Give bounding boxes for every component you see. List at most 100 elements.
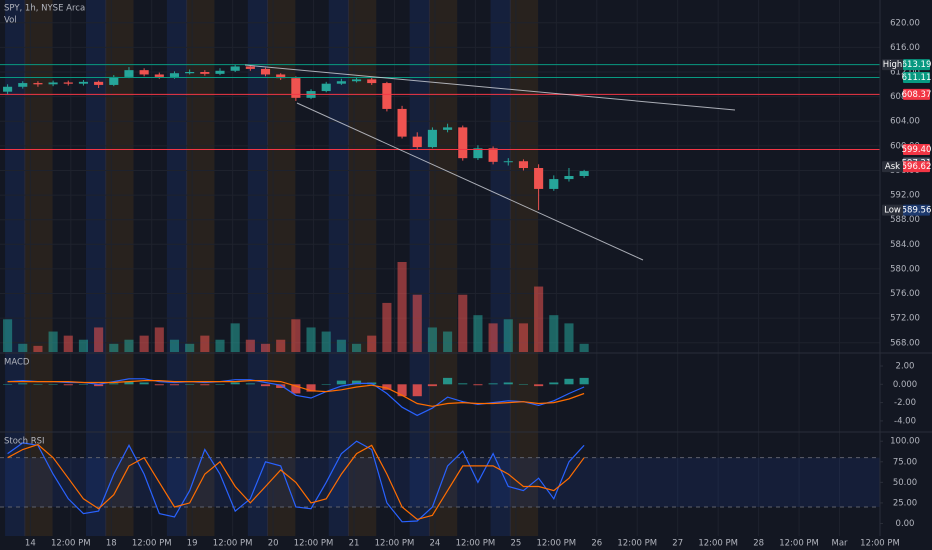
y-tick-label: 620.00	[890, 18, 920, 28]
volume-bar	[18, 343, 28, 352]
macd-histogram-bar	[306, 384, 316, 392]
premarket-band	[267, 0, 296, 536]
candle-body	[564, 176, 574, 180]
price-tag	[903, 144, 930, 156]
volume-bar	[109, 343, 119, 352]
afterhours-band	[328, 0, 349, 536]
macd-histogram-bar	[94, 384, 104, 387]
candle-body	[109, 76, 119, 85]
volume-bar	[260, 343, 271, 352]
premarket-band	[509, 0, 539, 536]
macd-histogram-bar	[124, 381, 134, 385]
y-tick-label: 0.000	[893, 380, 917, 390]
x-tick-label: 12:00 PM	[617, 539, 657, 549]
candle-body	[63, 82, 73, 84]
price-tag-name-box	[882, 59, 903, 71]
macd-histogram-bar	[473, 384, 483, 386]
y-tick-label: 25.00	[893, 498, 917, 508]
volume-bar	[564, 323, 574, 352]
price-tag-name-box	[882, 161, 903, 173]
price-tag-label: 611.11	[902, 73, 932, 83]
volume-bar	[443, 331, 453, 352]
candle-body	[200, 72, 210, 74]
macd-title: MACD	[4, 358, 30, 368]
candle-body	[33, 83, 43, 85]
y-tick-label: 50.00	[893, 478, 917, 488]
macd-histogram-bar	[215, 384, 225, 385]
macd-histogram-bar	[503, 382, 513, 385]
candle-body	[215, 70, 225, 74]
macd-histogram-bar	[48, 384, 58, 385]
candle-body	[473, 148, 483, 159]
macd-histogram-bar	[154, 384, 164, 386]
candle-body	[534, 168, 544, 189]
volume-bar	[488, 323, 498, 352]
x-tick-label: 12:00 PM	[456, 539, 496, 549]
x-tick-label: 12:00 PM	[536, 539, 576, 549]
macd-histogram-bar	[109, 383, 119, 385]
volume-bar	[534, 286, 544, 352]
indicator-line	[7, 443, 585, 521]
macd-histogram-bar	[260, 384, 271, 387]
macd-histogram-bar	[33, 384, 43, 385]
macd-histogram-bar	[321, 384, 331, 385]
macd-histogram-bar	[534, 384, 544, 387]
candle-body	[488, 148, 498, 162]
x-tick-label: 12:00 PM	[294, 539, 334, 549]
afterhours-band	[247, 0, 269, 536]
y-tick-label: 576.00	[890, 289, 920, 299]
macd-histogram-bar	[443, 377, 453, 385]
x-tick-label: 28	[753, 539, 764, 549]
grid	[0, 0, 883, 536]
volume-bar	[503, 319, 513, 352]
candle-body	[367, 79, 377, 84]
volume-bar	[185, 343, 195, 352]
price-tag-label: 589.56	[902, 206, 932, 216]
macd-histogram-bar	[230, 382, 240, 385]
candle-body	[549, 179, 559, 189]
price-tag	[903, 204, 930, 216]
volume-bar	[139, 335, 149, 352]
x-tick-label: 12:00 PM	[213, 539, 253, 549]
candle-body	[185, 72, 195, 74]
volume-bar	[33, 345, 43, 352]
candle-body	[518, 161, 528, 168]
candle-body	[276, 74, 286, 79]
y-tick-label: 616.00	[890, 43, 920, 53]
x-tick-label: 14	[25, 539, 36, 549]
price-tag-label: 599.40	[902, 145, 932, 155]
candle-body	[3, 86, 13, 92]
candle-body	[48, 82, 58, 85]
candle-body	[503, 161, 513, 163]
y-tick-label: -2.00	[894, 398, 916, 408]
y-tick-label: 584.00	[890, 240, 920, 250]
candle-body	[245, 66, 255, 69]
macd-histogram-bar	[276, 384, 286, 388]
price-tag-name: Ask	[885, 162, 900, 172]
volume-bar	[94, 327, 104, 352]
x-tick-label: 12:00 PM	[860, 539, 900, 549]
volume-bar	[63, 335, 73, 352]
premarket-band	[24, 0, 53, 536]
x-tick-label: 12:00 PM	[375, 539, 415, 549]
y-tick-label: 572.00	[890, 314, 920, 324]
macd-histogram-bar	[245, 383, 255, 385]
macd-histogram-bar	[352, 380, 362, 385]
macd-histogram-bar	[549, 382, 559, 385]
y-tick-label: 2.00	[896, 361, 915, 371]
chart-title: SPY, 1h, NYSE Arca	[4, 4, 85, 14]
premarket-band	[186, 0, 215, 536]
candle-body	[352, 79, 362, 82]
volume-bar	[427, 327, 437, 352]
macd-histogram-bar	[3, 384, 13, 385]
candle-body	[291, 78, 301, 98]
x-tick-label: 12:00 PM	[779, 539, 819, 549]
volume-bar	[397, 262, 407, 352]
price-tag-label: 596.62	[902, 162, 932, 172]
volume-bar	[473, 315, 483, 352]
candle-body	[382, 83, 392, 109]
y-tick-label: 568.00	[890, 338, 920, 348]
macd-histogram-bar	[63, 384, 73, 386]
volume-bar	[48, 331, 58, 352]
price-tag	[903, 59, 930, 71]
